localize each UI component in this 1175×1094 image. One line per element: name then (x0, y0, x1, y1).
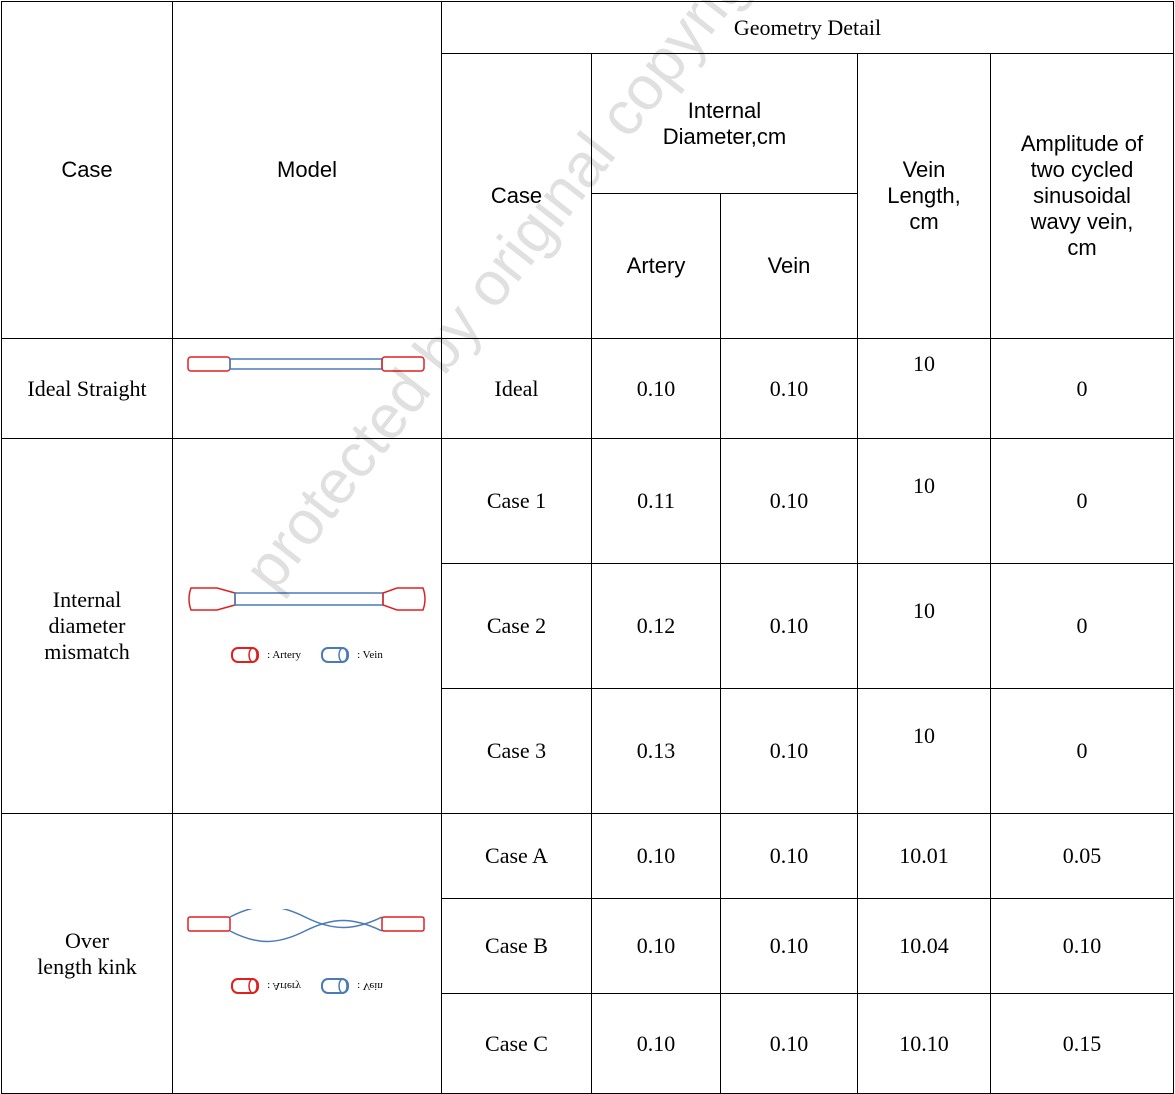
cell: Case B (442, 899, 592, 994)
cell: Case 2 (442, 564, 592, 689)
geometry-table: Case Model Geometry Detail Case Internal… (1, 1, 1174, 1094)
legend: : Artery : Vein (173, 642, 441, 668)
model-cell: : Artery : Vein (173, 439, 442, 814)
model-kink (187, 909, 427, 959)
cell: 0 (991, 689, 1174, 814)
model-straight (187, 353, 427, 377)
header-cell: Internal Diameter,cm (592, 54, 858, 194)
cell: 0.10 (991, 899, 1174, 994)
header-cell: Case (442, 54, 592, 339)
legend-label: : Vein (357, 973, 383, 999)
cell: 10 (858, 564, 991, 689)
legend-label: : Artery (267, 642, 301, 668)
header-cell: Geometry Detail (442, 2, 1174, 54)
cell: 0 (991, 339, 1174, 439)
header-cell: Artery (592, 194, 721, 339)
artery-icon (231, 646, 261, 664)
model-mismatch (187, 584, 427, 614)
header-cell: Vein Length, cm (858, 54, 991, 339)
cell: 0.10 (721, 439, 858, 564)
header-text: Amplitude of two cycled sinusoidal wavy … (1017, 131, 1147, 261)
header-cell: Model (173, 2, 442, 339)
cell: 10.04 (858, 899, 991, 994)
model-cell (173, 339, 442, 439)
cell: 10.01 (858, 814, 991, 899)
vein-icon (321, 646, 351, 664)
legend: : Artery : Vein (173, 973, 441, 999)
cell: 0.10 (721, 689, 858, 814)
cell: 0.10 (721, 899, 858, 994)
legend-label: : Artery (267, 973, 301, 999)
group-label: Internal diameter mismatch (2, 439, 173, 814)
cell: 0.10 (721, 994, 858, 1094)
cell: Ideal (442, 339, 592, 439)
model-cell: : Artery : Vein (173, 814, 442, 1094)
cell: Case 3 (442, 689, 592, 814)
header-cell: Vein (721, 194, 858, 339)
cell: 10.10 (858, 994, 991, 1094)
group-label: Over length kink (2, 814, 173, 1094)
cell: 0.13 (592, 689, 721, 814)
cell: 10 (858, 689, 991, 814)
header-cell: Amplitude of two cycled sinusoidal wavy … (991, 54, 1174, 339)
cell: 0.10 (592, 994, 721, 1094)
cell: 0.10 (592, 814, 721, 899)
cell: Case C (442, 994, 592, 1094)
cell: 0.10 (721, 564, 858, 689)
header-cell: Case (2, 2, 173, 339)
cell: 0.10 (721, 339, 858, 439)
cell: Case 1 (442, 439, 592, 564)
cell: 0 (991, 439, 1174, 564)
group-label: Ideal Straight (2, 339, 173, 439)
cell: 0.12 (592, 564, 721, 689)
header-text: Internal Diameter,cm (650, 98, 800, 150)
page: Case Model Geometry Detail Case Internal… (0, 0, 1175, 1034)
cell: 10 (858, 339, 991, 439)
cell: 10 (858, 439, 991, 564)
cell: 0.05 (991, 814, 1174, 899)
artery-icon (231, 977, 261, 995)
cell: 0.15 (991, 994, 1174, 1094)
group-text: Internal diameter mismatch (22, 587, 152, 665)
vein-icon (321, 977, 351, 995)
cell: 0.10 (721, 814, 858, 899)
cell: Case A (442, 814, 592, 899)
cell: 0 (991, 564, 1174, 689)
group-text: Ideal Straight (27, 376, 147, 402)
legend-label: : Vein (357, 642, 383, 668)
cell: 0.10 (592, 899, 721, 994)
cell: 0.11 (592, 439, 721, 564)
cell: 0.10 (592, 339, 721, 439)
group-text: Over length kink (37, 928, 137, 980)
header-text: Vein Length, cm (874, 157, 974, 235)
